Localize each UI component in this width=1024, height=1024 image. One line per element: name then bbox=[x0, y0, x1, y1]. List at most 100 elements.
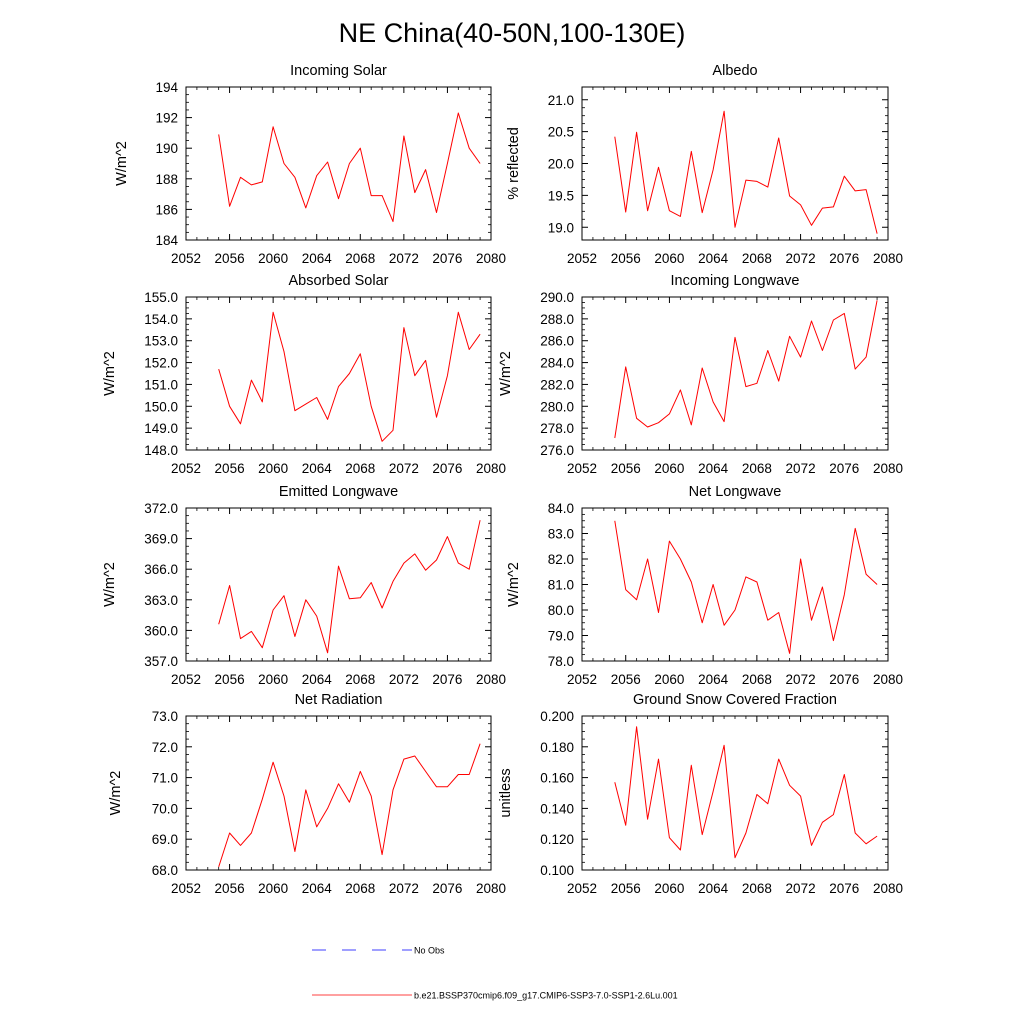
x-tick-label: 2060 bbox=[654, 672, 684, 687]
x-tick-label: 2064 bbox=[302, 672, 333, 687]
x-tick-label: 2064 bbox=[698, 251, 729, 266]
y-tick-label: 276.0 bbox=[540, 443, 574, 458]
plot-frame bbox=[185, 86, 492, 241]
y-axis-label: W/m^2 bbox=[114, 141, 130, 186]
x-tick-label: 2060 bbox=[258, 251, 288, 266]
x-tick-label: 2064 bbox=[698, 672, 729, 687]
x-tick-label: 2072 bbox=[786, 672, 816, 687]
panel-title: Ground Snow Covered Fraction bbox=[633, 692, 837, 708]
panels: Incoming Solar W/m^2 2052 2056 2060 2064 2068 2… bbox=[102, 63, 903, 896]
y-tick-label: 149.0 bbox=[144, 421, 178, 436]
y-axis-label: W/m^2 bbox=[102, 562, 118, 607]
x-tick-label: 2052 bbox=[171, 881, 201, 896]
y-tick-label: 148.0 bbox=[144, 443, 178, 458]
x-tick-label: 2076 bbox=[432, 461, 462, 476]
y-tick-label: 0.200 bbox=[540, 709, 574, 724]
plot-frame bbox=[581, 715, 889, 871]
series-line bbox=[218, 743, 481, 868]
x-tick-label: 2076 bbox=[829, 881, 859, 896]
legend-obs-label: No Obs bbox=[414, 946, 445, 956]
x-tick-label: 2080 bbox=[476, 461, 506, 476]
y-tick-label: 369.0 bbox=[144, 532, 178, 547]
series-line bbox=[218, 311, 481, 442]
x-tick-label: 2060 bbox=[654, 881, 684, 896]
panel-6: Net Longwave W/m^2 2052 2056 2060 2064 2068 207… bbox=[506, 484, 903, 687]
y-tick-label: 194 bbox=[155, 80, 178, 95]
y-tick-label: 363.0 bbox=[144, 593, 178, 608]
y-tick-label: 280.0 bbox=[540, 399, 574, 414]
panel-8: Ground Snow Covered Fraction unitless 2052… bbox=[498, 692, 903, 896]
y-tick-label: 68.0 bbox=[152, 863, 178, 878]
x-tick-label: 2056 bbox=[215, 461, 245, 476]
y-tick-label: 372.0 bbox=[144, 501, 178, 516]
y-tick-label: 0.180 bbox=[540, 740, 574, 755]
x-tick-label: 2060 bbox=[258, 461, 288, 476]
x-tick-label: 2076 bbox=[432, 251, 462, 266]
panel-7: Net Radiation W/m^2 2052 2056 2060 2064 2068 20… bbox=[108, 692, 506, 896]
x-tick-label: 2060 bbox=[258, 672, 288, 687]
y-tick-label: 155.0 bbox=[144, 290, 178, 305]
x-tick-label: 2052 bbox=[567, 672, 597, 687]
x-tick-label: 2072 bbox=[786, 881, 816, 896]
x-tick-label: 2056 bbox=[215, 251, 245, 266]
x-tick-label: 2080 bbox=[476, 251, 506, 266]
y-tick-label: 284.0 bbox=[540, 356, 574, 371]
y-axis-label: W/m^2 bbox=[498, 351, 514, 396]
plot-frame bbox=[185, 715, 492, 871]
x-tick-label: 2068 bbox=[345, 672, 375, 687]
x-tick-label: 2068 bbox=[742, 461, 772, 476]
plot-frame bbox=[185, 296, 492, 451]
panel-title: Net Longwave bbox=[689, 484, 782, 500]
x-tick-label: 2056 bbox=[215, 881, 245, 896]
y-tick-label: 83.0 bbox=[548, 527, 574, 542]
y-tick-label: 190 bbox=[155, 141, 178, 156]
y-tick-label: 0.160 bbox=[540, 771, 574, 786]
y-tick-label: 192 bbox=[155, 111, 178, 126]
y-tick-label: 153.0 bbox=[144, 334, 178, 349]
x-tick-label: 2068 bbox=[742, 251, 772, 266]
x-tick-label: 2068 bbox=[345, 881, 375, 896]
panel-3: Absorbed Solar W/m^2 2052 2056 2060 2064 2068 2… bbox=[102, 273, 506, 476]
panel-5: Emitted Longwave W/m^2 2052 2056 2060 2064 206… bbox=[102, 484, 506, 687]
y-tick-label: 278.0 bbox=[540, 421, 574, 436]
x-tick-label: 2072 bbox=[389, 881, 419, 896]
plot-frame bbox=[581, 507, 889, 662]
x-tick-label: 2076 bbox=[829, 251, 859, 266]
y-tick-label: 186 bbox=[155, 202, 178, 217]
y-tick-label: 72.0 bbox=[152, 740, 178, 755]
y-tick-label: 78.0 bbox=[548, 654, 574, 669]
x-tick-label: 2056 bbox=[611, 672, 641, 687]
y-tick-label: 82.0 bbox=[548, 552, 574, 567]
series-line bbox=[614, 110, 878, 234]
y-tick-label: 0.140 bbox=[540, 801, 574, 816]
y-tick-label: 20.0 bbox=[548, 157, 574, 172]
x-tick-label: 2056 bbox=[611, 881, 641, 896]
panel-title: Albedo bbox=[712, 63, 757, 79]
y-tick-label: 84.0 bbox=[548, 501, 574, 516]
x-tick-label: 2052 bbox=[567, 881, 597, 896]
legend: No Obs b.e21.BSSP370cmip6.f09_g17.CMIP6-… bbox=[312, 946, 678, 1001]
y-tick-label: 154.0 bbox=[144, 312, 178, 327]
x-tick-label: 2072 bbox=[389, 672, 419, 687]
y-tick-label: 70.0 bbox=[152, 801, 178, 816]
x-tick-label: 2072 bbox=[389, 251, 419, 266]
panel-title: Incoming Solar bbox=[290, 63, 387, 79]
y-tick-label: 360.0 bbox=[144, 623, 178, 638]
x-tick-label: 2064 bbox=[698, 461, 729, 476]
y-tick-label: 286.0 bbox=[540, 334, 574, 349]
x-tick-label: 2064 bbox=[698, 881, 729, 896]
y-tick-label: 81.0 bbox=[548, 578, 574, 593]
y-tick-label: 357.0 bbox=[144, 654, 178, 669]
x-tick-label: 2076 bbox=[829, 672, 859, 687]
y-tick-label: 71.0 bbox=[152, 771, 178, 786]
y-axis-label: % reflected bbox=[506, 127, 522, 200]
y-axis-label: W/m^2 bbox=[506, 562, 522, 607]
x-tick-label: 2072 bbox=[786, 251, 816, 266]
x-tick-label: 2064 bbox=[302, 881, 333, 896]
y-tick-label: 150.0 bbox=[144, 399, 178, 414]
x-tick-label: 2052 bbox=[171, 672, 201, 687]
x-tick-label: 2052 bbox=[171, 251, 201, 266]
x-tick-label: 2056 bbox=[611, 251, 641, 266]
series-line bbox=[614, 300, 878, 439]
